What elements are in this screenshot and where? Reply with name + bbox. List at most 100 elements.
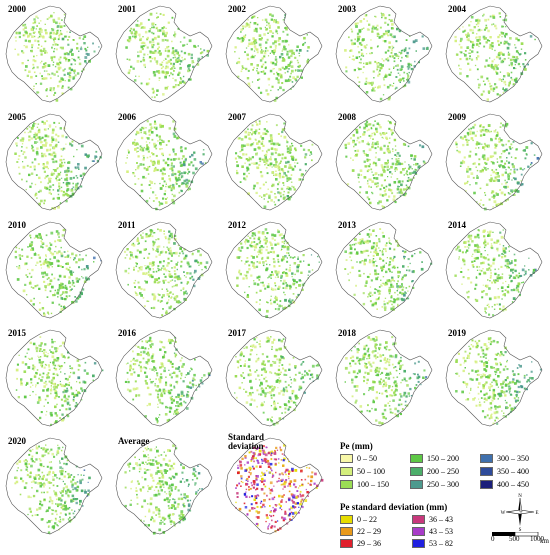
map-panel: Standard deviation <box>220 432 326 540</box>
map-panel: 2007 <box>220 110 326 216</box>
region-outline <box>115 113 213 211</box>
map-image <box>225 5 323 103</box>
pe-swatch <box>480 480 493 489</box>
panel-label: 2016 <box>118 328 136 338</box>
region-outline <box>225 437 323 535</box>
sd-legend-item: 43 – 53 <box>412 526 453 537</box>
panel-label: 2006 <box>118 112 136 122</box>
pe-swatch <box>410 454 423 463</box>
pe-swatch <box>340 454 353 463</box>
sd-legend-item: 0 – 22 <box>340 514 377 525</box>
sd-swatch <box>412 515 425 524</box>
region-outline <box>115 5 213 103</box>
sd-range-label: 43 – 53 <box>429 527 453 536</box>
map-panel: 2009 <box>440 110 546 216</box>
sd-range-label: 0 – 22 <box>357 515 377 524</box>
map-panel: Average <box>110 434 216 540</box>
compass-e: E <box>535 511 538 516</box>
pe-range-label: 350 – 400 <box>497 467 529 476</box>
panel-label: 2000 <box>8 4 26 14</box>
map-panel: 2008 <box>330 110 436 216</box>
panel-label: 2009 <box>448 112 466 122</box>
scale-unit: km <box>540 537 549 545</box>
compass-n: N <box>518 494 522 499</box>
map-image <box>115 221 213 319</box>
compass-w: W <box>501 511 506 516</box>
map-panel: 2002 <box>220 2 326 108</box>
panel-label: 2018 <box>338 328 356 338</box>
region-outline <box>115 329 213 427</box>
map-panel: 2016 <box>110 326 216 432</box>
map-panel: 2012 <box>220 218 326 324</box>
pe-range-label: 250 – 300 <box>427 480 459 489</box>
region-outline <box>445 221 543 319</box>
panel-label: Standard deviation <box>228 432 265 451</box>
region-outline <box>335 113 433 211</box>
panel-label: 2005 <box>8 112 26 122</box>
map-image <box>335 113 433 211</box>
map-panel: 2019 <box>440 326 546 432</box>
sd-range-label: 36 – 43 <box>429 515 453 524</box>
pe-legend-item: 300 – 350 <box>480 453 529 464</box>
panel-label: 2020 <box>8 436 26 446</box>
scale-mid: 500 <box>509 535 520 543</box>
map-panel: 2014 <box>440 218 546 324</box>
region-outline <box>225 221 323 319</box>
region-outline <box>5 437 103 535</box>
panel-label: 2015 <box>8 328 26 338</box>
pe-legend: Pe (mm) 0 – 50 50 – 100 100 – 150 150 – 200… <box>340 441 550 495</box>
panel-label: 2010 <box>8 220 26 230</box>
pe-legend-item: 0 – 50 <box>340 453 377 464</box>
pe-range-label: 300 – 350 <box>497 454 529 463</box>
region-outline <box>335 221 433 319</box>
sd-legend-item: 29 – 36 <box>340 538 381 549</box>
pe-sd-legend: Pe standard deviation (mm) 0 – 22 22 – 29… <box>340 502 490 552</box>
pe-legend-item: 100 – 150 <box>340 479 389 490</box>
map-image <box>115 113 213 211</box>
map-image <box>445 5 543 103</box>
map-panel: 2004 <box>440 2 546 108</box>
pe-range-label: 50 – 100 <box>357 467 385 476</box>
pe-range-label: 200 – 250 <box>427 467 459 476</box>
map-image <box>225 221 323 319</box>
region-outline <box>5 329 103 427</box>
pe-swatch <box>480 454 493 463</box>
pe-range-label: 150 – 200 <box>427 454 459 463</box>
pe-swatch <box>480 467 493 476</box>
sd-swatch <box>412 539 425 548</box>
pe-range-label: 100 – 150 <box>357 480 389 489</box>
region-outline <box>225 329 323 427</box>
panel-label: 2012 <box>228 220 246 230</box>
region-outline <box>5 221 103 319</box>
map-image <box>225 329 323 427</box>
pe-legend-item: 200 – 250 <box>410 466 459 477</box>
region-outline <box>225 5 323 103</box>
sd-range-label: 29 – 36 <box>357 539 381 548</box>
region-outline <box>445 329 543 427</box>
pe-legend-item: 400 – 450 <box>480 479 529 490</box>
region-outline <box>335 329 433 427</box>
map-image <box>5 437 103 535</box>
panel-label: 2008 <box>338 112 356 122</box>
region-outline <box>335 5 433 103</box>
scale-bar: 0 500 1000 km <box>491 532 550 552</box>
scale-zero: 0 <box>491 535 495 543</box>
panel-label: 2017 <box>228 328 246 338</box>
map-image <box>445 113 543 211</box>
map-panel: 2006 <box>110 110 216 216</box>
pe-swatch <box>340 467 353 476</box>
sd-legend-item: 22 – 29 <box>340 526 381 537</box>
sd-swatch <box>412 527 425 536</box>
map-panel: 2018 <box>330 326 436 432</box>
map-image <box>5 5 103 103</box>
region-outline <box>5 113 103 211</box>
map-image <box>5 221 103 319</box>
map-image <box>445 221 543 319</box>
map-panel: 2011 <box>110 218 216 324</box>
panel-label: 2014 <box>448 220 466 230</box>
pe-legend-item: 350 – 400 <box>480 466 529 477</box>
pe-legend-title: Pe (mm) <box>340 441 373 451</box>
panel-label: 2019 <box>448 328 466 338</box>
map-image <box>115 5 213 103</box>
region-outline <box>445 113 543 211</box>
